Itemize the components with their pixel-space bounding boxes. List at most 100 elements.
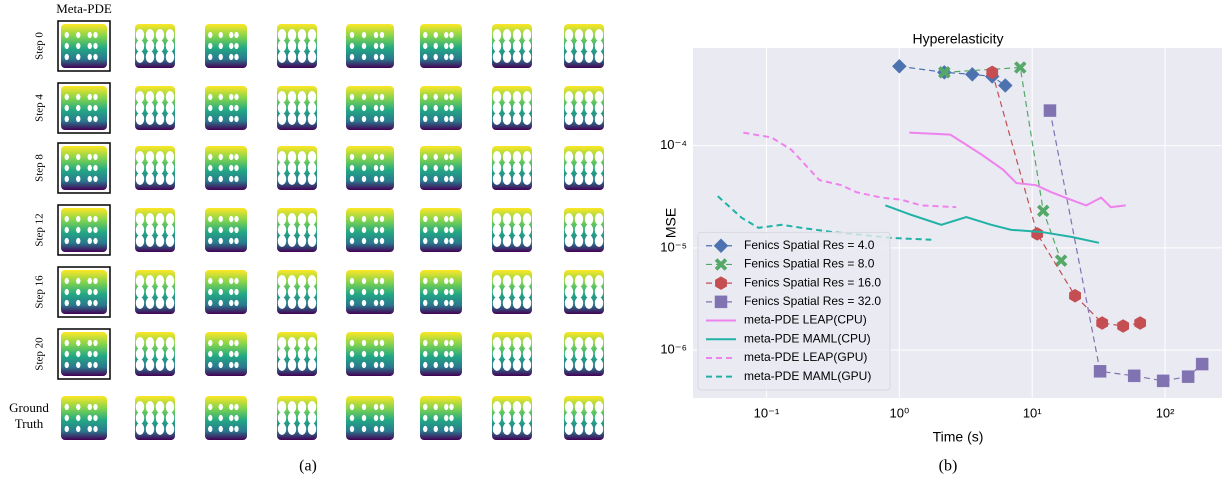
field-hole (585, 151, 593, 163)
field-hole (136, 275, 144, 287)
field-image (564, 208, 604, 252)
field-hole (65, 300, 69, 306)
field-hole (434, 94, 438, 100)
field-hole (449, 43, 453, 49)
field-hole (219, 94, 223, 100)
field-hole (444, 227, 448, 233)
field-hole (229, 278, 233, 284)
field-hole (434, 362, 438, 368)
field-hole (219, 415, 223, 421)
field-hole (76, 43, 80, 49)
field-hole (362, 362, 366, 368)
field-hole (278, 286, 286, 298)
field-image (420, 396, 462, 440)
field-hole (575, 213, 583, 225)
field-hole (146, 162, 154, 174)
field-hole (362, 176, 366, 182)
field-hole (380, 238, 384, 244)
field-hole (444, 289, 448, 295)
field-hole (380, 154, 384, 160)
field-hole (219, 116, 223, 122)
field-hole (493, 162, 501, 174)
field-image (492, 146, 532, 190)
field-hole (146, 423, 154, 435)
field-hole (298, 151, 306, 163)
field-hole (156, 29, 164, 41)
field-hole (575, 337, 583, 349)
marker (715, 296, 727, 308)
field-hole (423, 105, 427, 111)
field-hole (298, 401, 306, 413)
field-hole (434, 300, 438, 306)
field-hole (585, 348, 593, 360)
field-hole (575, 401, 583, 413)
field-hole (362, 278, 366, 284)
field-hole (444, 340, 448, 346)
field-image (420, 332, 462, 376)
field-hole (575, 51, 583, 63)
field-hole (565, 348, 573, 360)
field-hole (523, 401, 531, 413)
row-label: Step 20 (34, 337, 46, 371)
field-hole (585, 91, 593, 103)
field-hole (88, 94, 92, 100)
field-hole (234, 116, 238, 122)
field-hole (595, 235, 603, 247)
field-hole (449, 238, 453, 244)
field-hole (423, 227, 427, 233)
field-image (346, 24, 394, 68)
field-hole (65, 362, 69, 368)
field-hole (503, 297, 511, 309)
field-hole (585, 423, 593, 435)
field-hole (350, 300, 354, 306)
field-hole (444, 32, 448, 38)
field-hole (308, 423, 316, 435)
field-image (61, 24, 107, 68)
field-hole (298, 113, 306, 125)
field-hole (444, 54, 448, 60)
field-hole (575, 235, 583, 247)
field-hole (76, 105, 80, 111)
legend-label: meta-PDE LEAP(GPU) (744, 350, 867, 364)
field-hole (229, 43, 233, 49)
field-hole (288, 162, 296, 174)
field-hole (76, 94, 80, 100)
field-hole (449, 362, 453, 368)
field-hole (575, 102, 583, 114)
field-hole (88, 362, 92, 368)
field-hole (449, 116, 453, 122)
field-hole (93, 426, 97, 432)
field-hole (434, 227, 438, 233)
field-hole (374, 426, 378, 432)
field-hole (350, 165, 354, 171)
field-hole (166, 235, 174, 247)
field-hole (234, 415, 238, 421)
legend-label: Fenics Spatial Res = 16.0 (744, 275, 881, 289)
field-hole (493, 423, 501, 435)
field-hole (156, 337, 164, 349)
field-hole (585, 297, 593, 309)
field-hole (219, 32, 223, 38)
field-hole (513, 40, 521, 52)
field-hole (374, 176, 378, 182)
field-image (492, 24, 532, 68)
field-hole (229, 340, 233, 346)
field-hole (449, 426, 453, 432)
field-hole (595, 40, 603, 52)
field-image (61, 208, 107, 252)
field-image (420, 86, 462, 130)
field-hole (565, 224, 573, 236)
field-hole (298, 102, 306, 114)
field-hole (156, 401, 164, 413)
field-hole (93, 165, 97, 171)
field-hole (434, 278, 438, 284)
field-hole (595, 275, 603, 287)
field-hole (449, 54, 453, 60)
field-hole (565, 235, 573, 247)
field-hole (374, 54, 378, 60)
field-image (205, 396, 247, 440)
field-hole (575, 275, 583, 287)
field-hole (444, 404, 448, 410)
field-hole (156, 162, 164, 174)
field-hole (575, 412, 583, 424)
